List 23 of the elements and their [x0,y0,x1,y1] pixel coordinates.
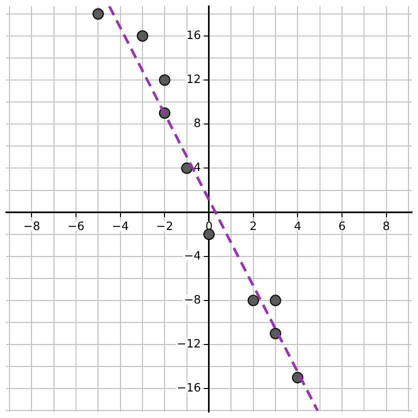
x-tick-label: 6 [338,219,346,234]
point [158,74,170,86]
point [203,228,215,240]
point [270,294,282,306]
y-tick-label: −4 [184,248,201,262]
point [248,294,260,306]
x-tick-label: 8 [382,219,390,234]
x-tick-label: −8 [23,219,40,234]
point [92,8,104,20]
y-tick-label: −8 [184,292,201,306]
x-tick-label: −6 [68,219,84,234]
x-tick-label: 2 [250,219,257,234]
y-tick-label: −16 [176,380,201,395]
y-tick-label: 16 [186,28,201,42]
x-tick-label: −2 [156,219,174,234]
y-tick-label: −12 [176,336,201,351]
x-tick-label: −4 [112,219,129,234]
y-tick-label: 8 [194,116,201,130]
point [181,162,193,174]
y-tick-label: 4 [194,160,201,174]
x-tick-label: 4 [294,219,302,234]
point [136,30,148,42]
y-tick-label: 12 [186,72,201,86]
